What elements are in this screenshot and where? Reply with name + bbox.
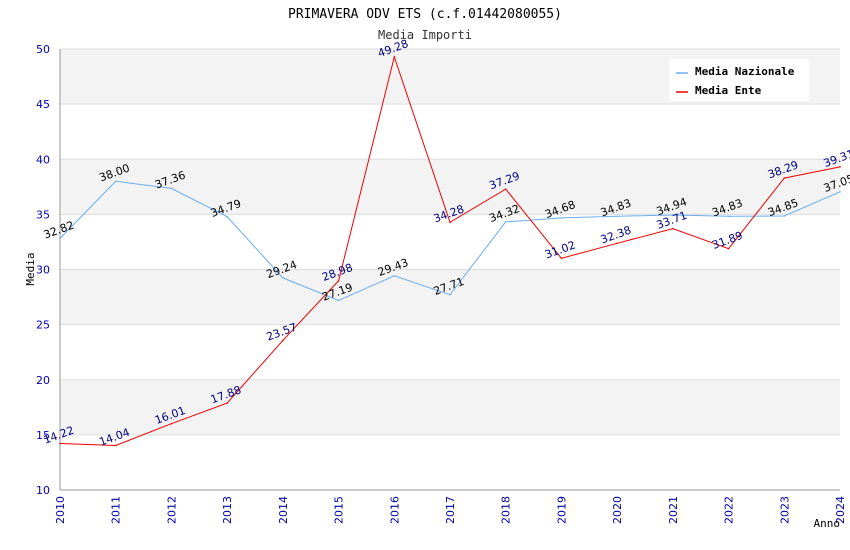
grid-band (60, 324, 840, 380)
x-tick-label: 2017 (444, 496, 457, 524)
x-tick-label: 2012 (165, 496, 178, 524)
x-tick-label: 2018 (500, 496, 513, 524)
x-tick-label: 2016 (388, 496, 401, 524)
grid-bands (60, 49, 840, 490)
data-point (393, 56, 396, 58)
y-tick-label: 10 (36, 484, 50, 497)
y-tick-label: 40 (36, 153, 50, 166)
data-point (170, 187, 173, 190)
data-point (727, 247, 730, 250)
data-point (449, 221, 451, 224)
data-point (504, 188, 507, 190)
data-point (672, 214, 674, 216)
data-point (114, 444, 117, 447)
data-point (616, 242, 618, 245)
data-point (59, 237, 61, 240)
series-group (59, 55, 841, 447)
legend-label-media-nazionale: Media Nazionale (695, 65, 795, 78)
grid-band (60, 269, 840, 325)
data-point (504, 221, 507, 223)
data-point (783, 177, 786, 179)
legend: Media Nazionale Media Ente (669, 59, 809, 101)
x-tick-label: 2015 (333, 496, 346, 524)
x-axis-label: Anno (814, 517, 841, 530)
data-point (560, 257, 563, 260)
data-point (282, 339, 284, 342)
y-tick-label: 45 (36, 98, 50, 111)
data-point (839, 190, 841, 193)
data-point (560, 217, 563, 219)
x-tick-label: 2011 (110, 496, 123, 524)
y-tick-label: 15 (36, 429, 50, 442)
data-point (783, 215, 786, 217)
y-tick-label: 20 (36, 374, 50, 387)
grid-band (60, 434, 840, 490)
x-axis-ticks: 2010 2011 2012 2013 2014 2015 2016 2017 2018 2019… (54, 496, 847, 524)
data-point (616, 215, 618, 218)
y-tick-label: 25 (36, 319, 50, 332)
data-point (727, 215, 730, 218)
x-tick-label: 2013 (221, 496, 234, 524)
data-point (282, 277, 284, 279)
x-tick-label: 2023 (778, 496, 791, 524)
data-point (226, 215, 228, 218)
data-point (449, 293, 451, 296)
y-axis-ticks: 10 15 20 25 30 35 40 45 50 (36, 43, 50, 497)
y-axis-label: Media (24, 252, 37, 285)
legend-box (669, 59, 809, 101)
chart-title: PRIMAVERA ODV ETS (c.f.01442080055) (288, 7, 562, 22)
x-tick-label: 2010 (54, 496, 67, 524)
grid-band (60, 104, 840, 160)
legend-label-media-ente: Media Ente (695, 84, 762, 97)
x-tick-label: 2014 (277, 496, 290, 524)
x-tick-label: 2019 (555, 496, 568, 524)
grid-band (60, 379, 840, 435)
y-tick-label: 35 (36, 208, 50, 221)
data-point (114, 180, 117, 183)
x-tick-label: 2021 (667, 496, 680, 524)
x-tick-label: 2020 (611, 496, 624, 524)
data-point (337, 279, 340, 282)
data-point (393, 274, 396, 277)
x-tick-label: 2024 (834, 496, 847, 524)
data-point (226, 402, 228, 404)
y-tick-label: 30 (36, 264, 50, 277)
data-point (672, 227, 674, 230)
data-point (839, 166, 841, 168)
data-point (337, 299, 340, 302)
chart-subtitle: Media Importi (378, 28, 472, 42)
y-tick-label: 50 (36, 43, 50, 56)
data-point (170, 422, 173, 425)
data-point (59, 442, 61, 445)
grid-band (60, 159, 840, 215)
x-tick-label: 2022 (723, 496, 736, 524)
